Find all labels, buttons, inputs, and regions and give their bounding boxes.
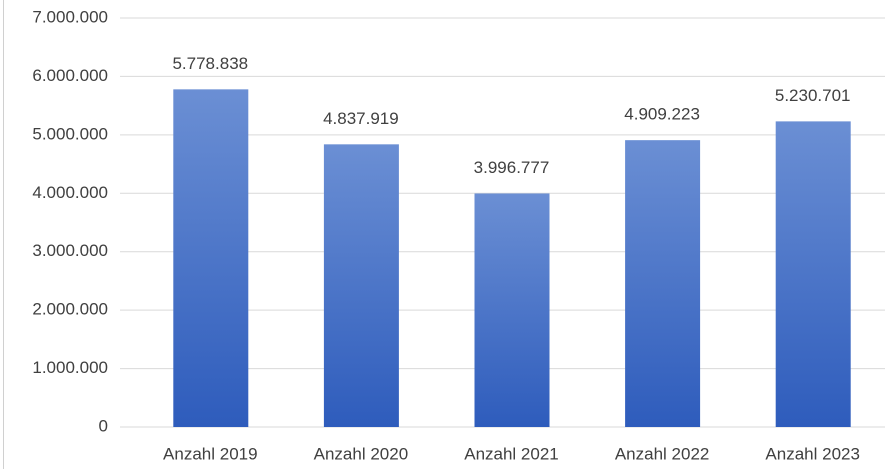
- x-tick-label: Anzahl 2022: [615, 444, 710, 463]
- x-tick-label: Anzahl 2023: [765, 444, 860, 463]
- bar: [625, 140, 701, 427]
- data-label: 5.230.701: [775, 86, 851, 105]
- x-tick-label: Anzahl 2021: [464, 444, 559, 463]
- y-tick-label: 6.000.000: [32, 66, 108, 85]
- bar: [323, 144, 399, 427]
- data-label: 3.996.777: [474, 158, 550, 177]
- data-label: 4.909.223: [624, 105, 700, 124]
- data-label: 4.837.919: [323, 109, 399, 128]
- bar: [474, 193, 550, 427]
- y-tick-label: 3.000.000: [32, 241, 108, 260]
- x-tick-label: Anzahl 2019: [163, 444, 258, 463]
- y-tick-label: 1.000.000: [32, 358, 108, 377]
- bar: [173, 89, 249, 427]
- y-tick-label: 2.000.000: [32, 300, 108, 319]
- bar: [775, 121, 851, 427]
- y-tick-label: 0: [99, 416, 108, 435]
- x-tick-label: Anzahl 2020: [314, 444, 409, 463]
- y-tick-label: 5.000.000: [32, 124, 108, 143]
- y-tick-label: 4.000.000: [32, 183, 108, 202]
- data-label: 5.778.838: [172, 54, 248, 73]
- y-tick-label: 7.000.000: [32, 7, 108, 26]
